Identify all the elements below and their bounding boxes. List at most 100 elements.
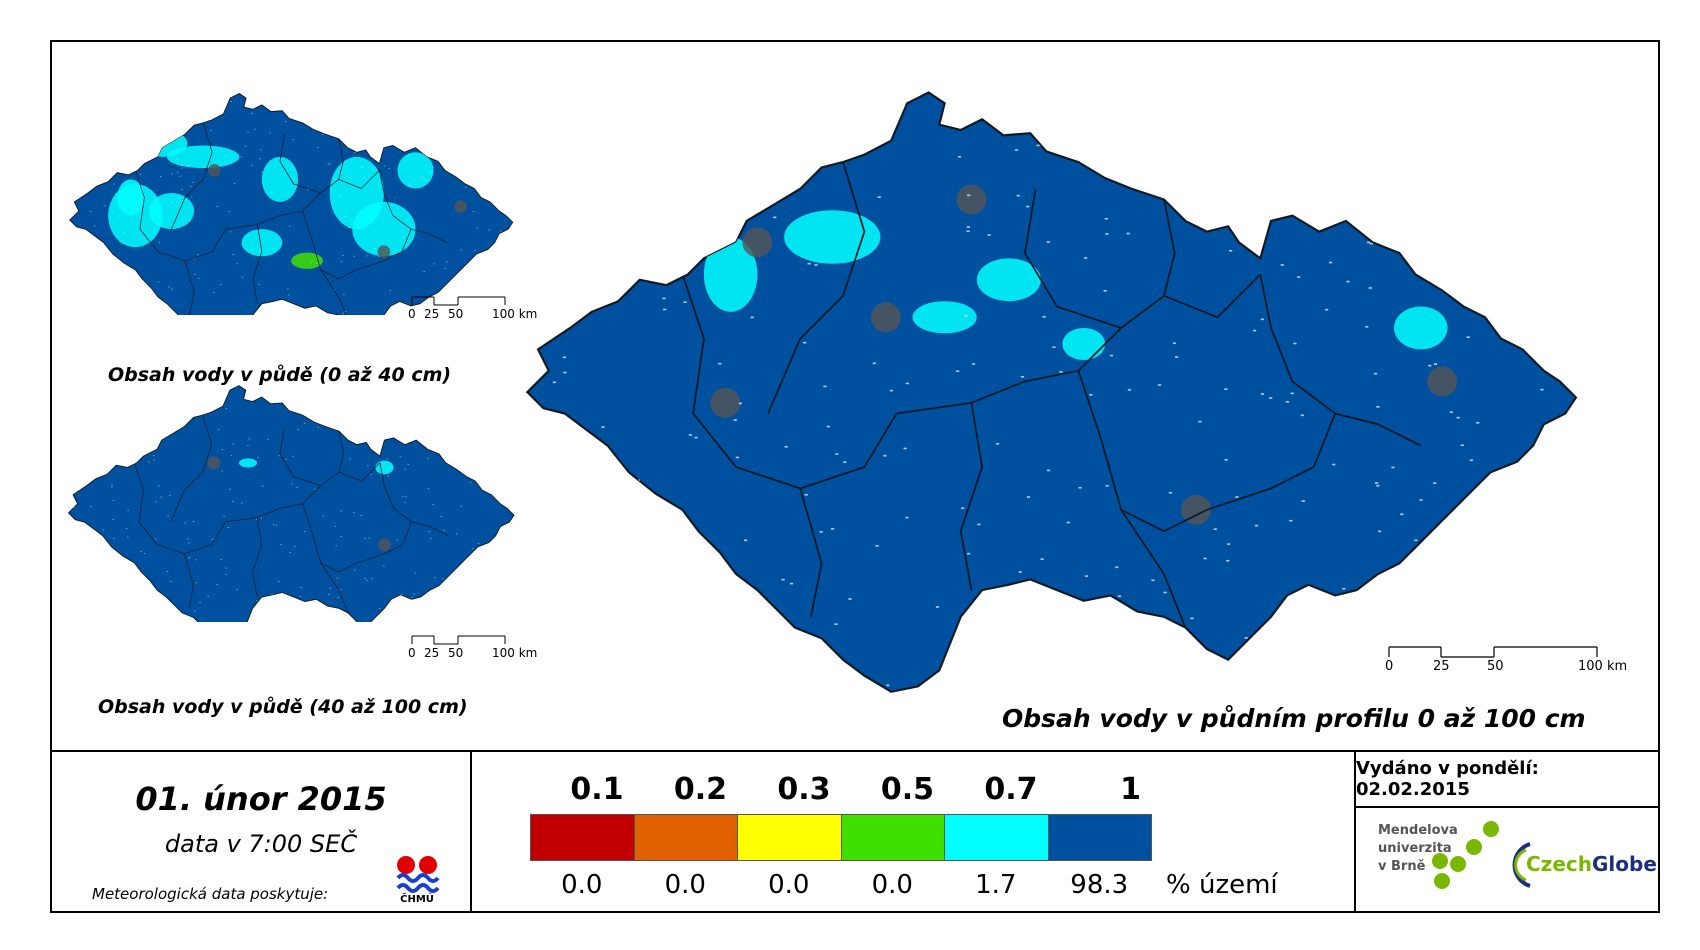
speckle	[412, 180, 414, 182]
speckle	[189, 556, 191, 558]
speckle	[104, 205, 106, 207]
speckle	[517, 271, 518, 272]
speckle	[153, 459, 156, 461]
speckle	[1432, 242, 1436, 245]
speckle	[480, 431, 482, 433]
speckle	[200, 401, 203, 403]
speckle	[130, 300, 133, 301]
speckle	[1014, 149, 1019, 151]
speckle	[781, 578, 785, 581]
legend-share-value: 0.0	[561, 870, 603, 900]
speckle	[288, 294, 290, 296]
speckle	[957, 155, 962, 158]
legend-share-value: 1.7	[975, 870, 1017, 900]
speckle	[695, 164, 699, 166]
speckle	[383, 165, 386, 167]
region-border	[338, 138, 344, 180]
speckle	[112, 500, 115, 501]
speckle	[1233, 162, 1238, 165]
speckle	[299, 596, 302, 597]
speckle	[883, 454, 887, 457]
speckle	[350, 427, 352, 429]
speckle	[157, 281, 160, 283]
speckle	[317, 147, 319, 149]
speckle	[360, 514, 363, 516]
speckle	[499, 445, 501, 447]
speckle	[227, 384, 228, 385]
speckle	[494, 471, 497, 473]
speckle	[923, 71, 926, 73]
speckle	[411, 597, 413, 599]
speckle	[1297, 626, 1301, 628]
speckle	[1450, 123, 1454, 126]
speckle	[122, 120, 124, 122]
speckle	[366, 255, 368, 257]
speckle	[810, 153, 814, 156]
speckle	[91, 104, 93, 106]
speckle	[1157, 384, 1162, 386]
speckle	[316, 605, 318, 607]
speckle	[110, 467, 112, 468]
speckle	[509, 466, 512, 467]
speckle	[517, 591, 518, 592]
speckle	[386, 98, 388, 100]
speckle	[1077, 610, 1081, 612]
speckle	[316, 263, 318, 264]
region-border	[320, 562, 349, 614]
caption-40-100cm: Obsah vody v půdě (40 až 100 cm)	[98, 696, 468, 718]
speckle	[439, 147, 442, 149]
region-border	[1120, 509, 1187, 628]
speckle	[520, 409, 521, 410]
speckle	[370, 474, 372, 475]
speckle	[225, 574, 227, 575]
speckle	[1533, 615, 1537, 618]
speckle	[1253, 329, 1257, 332]
speckle	[386, 385, 388, 386]
speckle	[1368, 287, 1372, 289]
speckle	[590, 452, 594, 455]
speckle	[85, 311, 87, 313]
urban-area	[1427, 366, 1458, 397]
scale-label-100: 100 km	[492, 307, 538, 321]
speckle	[257, 457, 259, 458]
speckle	[258, 284, 261, 285]
speckle	[195, 582, 198, 584]
speckle	[335, 178, 337, 180]
speckle	[247, 445, 249, 446]
speckle	[195, 559, 197, 561]
speckle	[1175, 356, 1179, 358]
speckle	[230, 455, 233, 456]
speckle	[774, 697, 777, 699]
speckle	[1391, 466, 1395, 469]
speckle	[296, 408, 298, 410]
speckle	[69, 618, 71, 620]
region-border	[171, 122, 213, 230]
speckle	[269, 132, 271, 134]
speckle	[1126, 232, 1130, 235]
scale-label-100: 100 km	[492, 646, 538, 660]
speckle	[460, 249, 462, 251]
speckle	[784, 445, 788, 448]
speckle	[488, 229, 490, 231]
speckle	[554, 305, 558, 308]
speckle	[1151, 579, 1155, 582]
speckle	[143, 552, 146, 554]
speckle	[443, 603, 446, 605]
speckle	[501, 134, 503, 136]
speckle	[446, 261, 448, 263]
speckle	[559, 241, 563, 244]
speckle	[987, 234, 991, 236]
speckle	[113, 538, 115, 539]
speckle	[364, 578, 366, 580]
speckle	[413, 593, 415, 595]
speckle	[1332, 463, 1336, 466]
speckle	[94, 263, 96, 265]
speckle	[360, 90, 361, 91]
chmu-logo-text: ČHMÚ	[400, 894, 434, 905]
speckle	[404, 468, 406, 470]
urban-area	[207, 456, 221, 470]
speckle	[254, 128, 256, 130]
legend-color-swatch	[944, 814, 1049, 861]
speckle	[1168, 491, 1173, 494]
speckle	[74, 501, 76, 503]
